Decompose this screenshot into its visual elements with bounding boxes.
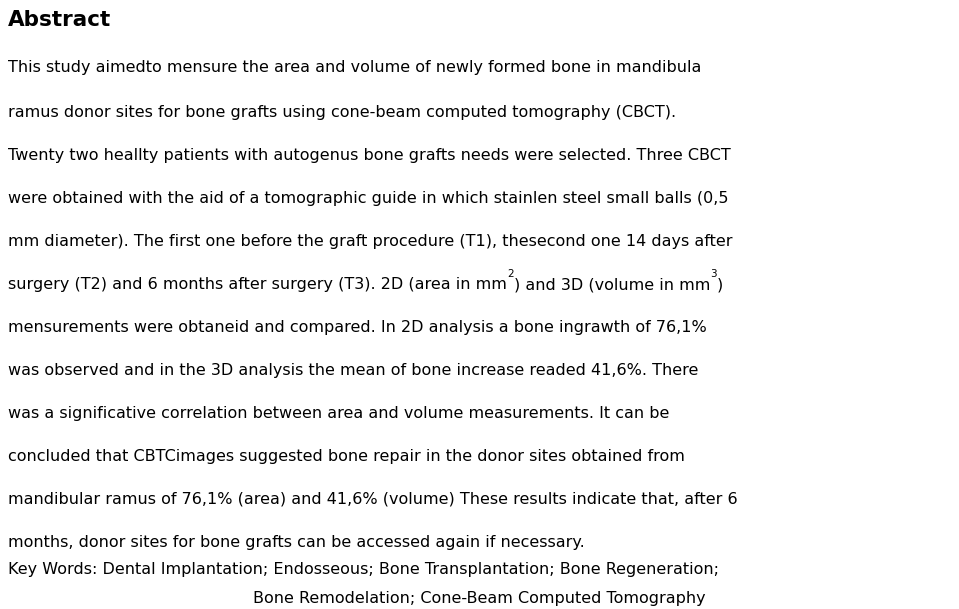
Text: Twenty two heallty patients with autogenus bone grafts needs were selected. Thre: Twenty two heallty patients with autogen… bbox=[8, 148, 731, 163]
Text: ): ) bbox=[716, 277, 723, 292]
Text: This study aimedto mensure the area and volume of newly formed bone in mandibula: This study aimedto mensure the area and … bbox=[8, 60, 701, 75]
Text: mandibular ramus of 76,1% (area) and 41,6% (volume) These results indicate that,: mandibular ramus of 76,1% (area) and 41,… bbox=[8, 492, 737, 507]
Text: concluded that CBTCimages suggested bone repair in the donor sites obtained from: concluded that CBTCimages suggested bone… bbox=[8, 449, 685, 464]
Text: Bone Remodelation; Cone-Beam Computed Tomography: Bone Remodelation; Cone-Beam Computed To… bbox=[253, 591, 706, 606]
Text: 2: 2 bbox=[507, 269, 513, 279]
Text: 3: 3 bbox=[710, 269, 716, 279]
Text: Abstract: Abstract bbox=[8, 10, 111, 30]
Text: ramus donor sites for bone grafts using cone-beam computed tomography (CBCT).: ramus donor sites for bone grafts using … bbox=[8, 105, 676, 120]
Text: Key Words: Dental Implantation; Endosseous; Bone Transplantation; Bone Regenerat: Key Words: Dental Implantation; Endosseo… bbox=[8, 562, 719, 577]
Text: mensurements were obtaneid and compared. In 2D analysis a bone ingrawth of 76,1%: mensurements were obtaneid and compared.… bbox=[8, 320, 707, 335]
Text: mm diameter). The first one before the graft procedure (T1), thesecond one 14 da: mm diameter). The first one before the g… bbox=[8, 234, 733, 249]
Text: were obtained with the aid of a tomographic guide in which stainlen steel small : were obtained with the aid of a tomograp… bbox=[8, 191, 729, 206]
Text: months, donor sites for bone grafts can be accessed again if necessary.: months, donor sites for bone grafts can … bbox=[8, 535, 585, 550]
Text: surgery (T2) and 6 months after surgery (T3). 2D (area in mm: surgery (T2) and 6 months after surgery … bbox=[8, 277, 507, 292]
Text: was observed and in the 3D analysis the mean of bone increase readed 41,6%. Ther: was observed and in the 3D analysis the … bbox=[8, 363, 698, 378]
Text: was a significative correlation between area and volume measurements. It can be: was a significative correlation between … bbox=[8, 406, 669, 421]
Text: ) and 3D (volume in mm: ) and 3D (volume in mm bbox=[513, 277, 710, 292]
